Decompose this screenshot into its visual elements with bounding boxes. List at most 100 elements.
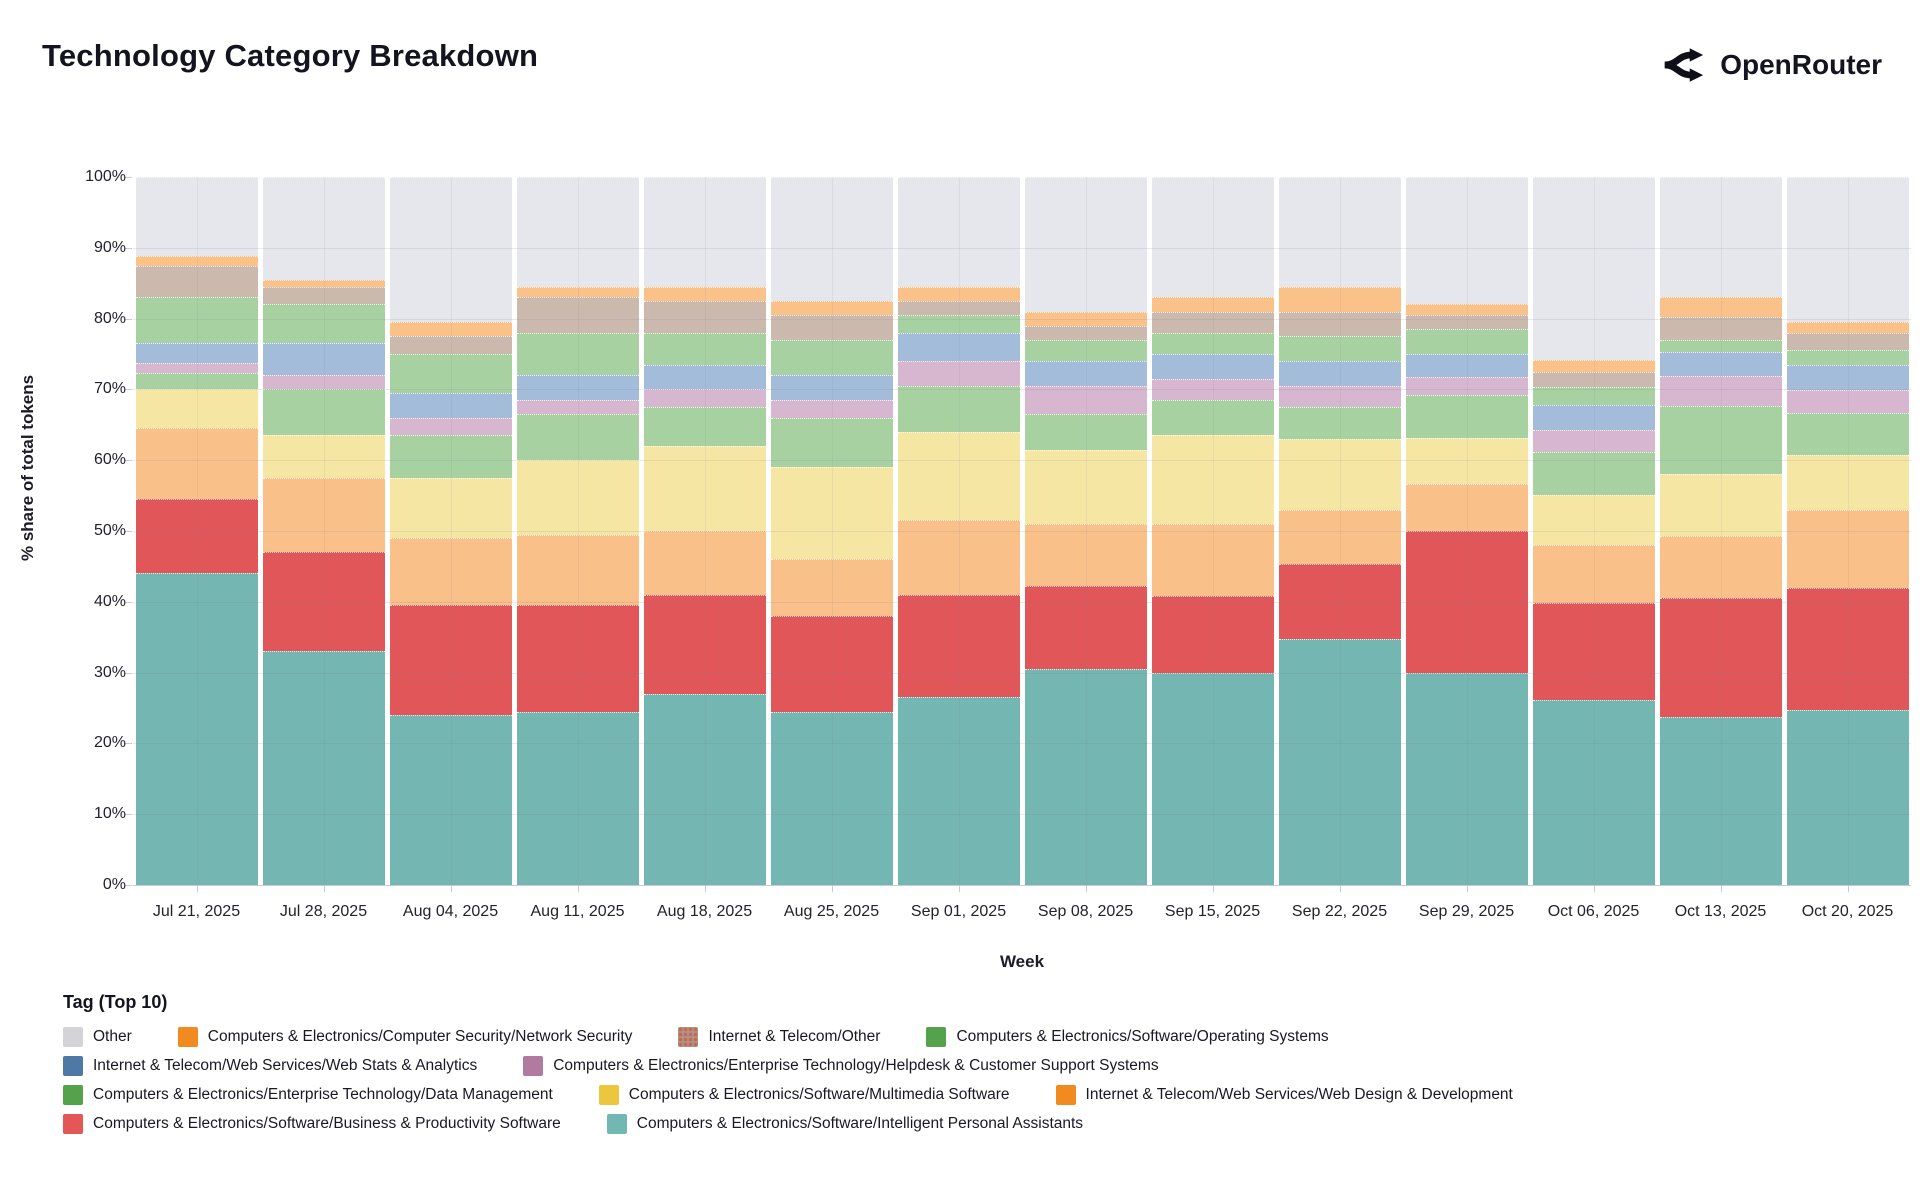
bar-jul-21-2025[interactable] [135, 177, 258, 885]
bar-segment-web_stats[interactable] [1532, 405, 1655, 430]
bar-segment-web_stats[interactable] [516, 375, 639, 401]
bar-segment-web_stats[interactable] [1151, 354, 1274, 379]
bar-segment-operating_systems[interactable] [643, 332, 766, 365]
bar-segment-data_management[interactable] [1405, 395, 1528, 438]
bar-oct-20-2025[interactable] [1786, 177, 1909, 885]
bar-segment-data_management[interactable] [1659, 405, 1782, 475]
legend-item-personal_assistants[interactable]: Computers & Electronics/Software/Intelli… [606, 1114, 1083, 1134]
bar-segment-data_management[interactable] [1278, 407, 1401, 439]
bar-segment-internet_other[interactable] [1278, 311, 1401, 337]
bar-segment-helpdesk[interactable] [1278, 385, 1401, 408]
legend-item-operating_systems[interactable]: Computers & Electronics/Software/Operati… [926, 1027, 1329, 1047]
bar-segment-personal_assistants[interactable] [389, 715, 512, 885]
bar-segment-other[interactable] [1278, 177, 1401, 287]
bar-segment-operating_systems[interactable] [1024, 339, 1147, 362]
bar-segment-multimedia[interactable] [1405, 437, 1528, 485]
bar-segment-personal_assistants[interactable] [770, 711, 893, 885]
bar-aug-11-2025[interactable] [516, 177, 639, 885]
bar-segment-network_security[interactable] [1151, 297, 1274, 312]
bar-segment-business_productivity[interactable] [1405, 531, 1528, 673]
bar-segment-data_management[interactable] [516, 414, 639, 461]
bar-segment-multimedia[interactable] [1024, 449, 1147, 524]
bar-segment-operating_systems[interactable] [1405, 329, 1528, 354]
bar-segment-operating_systems[interactable] [262, 304, 385, 344]
bar-segment-other[interactable] [135, 177, 258, 257]
bar-segment-web_stats[interactable] [1786, 364, 1909, 391]
bar-segment-other[interactable] [897, 177, 1020, 287]
legend-item-web_design[interactable]: Internet & Telecom/Web Services/Web Desi… [1055, 1085, 1513, 1105]
bar-segment-multimedia[interactable] [389, 477, 512, 539]
bar-segment-other[interactable] [516, 177, 639, 287]
legend-item-other[interactable]: Other [63, 1027, 132, 1047]
bar-segment-business_productivity[interactable] [262, 552, 385, 652]
bar-segment-business_productivity[interactable] [1151, 596, 1274, 673]
bar-segment-other[interactable] [1024, 177, 1147, 312]
bar-segment-operating_systems[interactable] [1659, 339, 1782, 352]
bar-segment-helpdesk[interactable] [516, 400, 639, 415]
bar-segment-internet_other[interactable] [1024, 325, 1147, 340]
bar-segment-network_security[interactable] [1532, 359, 1655, 373]
bar-segment-operating_systems[interactable] [770, 339, 893, 376]
bar-segment-other[interactable] [1786, 177, 1909, 323]
bar-segment-operating_systems[interactable] [897, 315, 1020, 333]
bar-segment-personal_assistants[interactable] [1024, 669, 1147, 885]
bar-segment-business_productivity[interactable] [1024, 586, 1147, 670]
bar-segment-web_stats[interactable] [1659, 351, 1782, 376]
bar-segment-web_stats[interactable] [262, 343, 385, 376]
bar-segment-multimedia[interactable] [1532, 494, 1655, 546]
bar-segment-network_security[interactable] [1405, 304, 1528, 316]
bar-segment-multimedia[interactable] [1151, 435, 1274, 524]
bar-segment-internet_other[interactable] [1532, 372, 1655, 388]
bar-segment-operating_systems[interactable] [516, 332, 639, 376]
legend-item-multimedia[interactable]: Computers & Electronics/Software/Multime… [598, 1085, 1010, 1105]
bar-segment-internet_other[interactable] [1786, 332, 1909, 351]
bar-segment-business_productivity[interactable] [1659, 598, 1782, 718]
bar-segment-multimedia[interactable] [770, 467, 893, 560]
bar-segment-web_design[interactable] [1405, 484, 1528, 531]
bar-segment-personal_assistants[interactable] [1278, 639, 1401, 885]
bar-segment-network_security[interactable] [135, 256, 258, 266]
bar-segment-web_stats[interactable] [135, 342, 258, 363]
bar-segment-helpdesk[interactable] [897, 361, 1020, 386]
legend-item-data_management[interactable]: Computers & Electronics/Enterprise Techn… [63, 1085, 553, 1105]
bar-segment-other[interactable] [770, 177, 893, 301]
bar-segment-internet_other[interactable] [389, 336, 512, 354]
bar-segment-internet_other[interactable] [1151, 311, 1274, 333]
bar-aug-25-2025[interactable] [770, 177, 893, 885]
bar-segment-multimedia[interactable] [1659, 474, 1782, 536]
bar-segment-personal_assistants[interactable] [1786, 710, 1909, 885]
bar-segment-helpdesk[interactable] [1786, 390, 1909, 413]
bar-segment-internet_other[interactable] [643, 300, 766, 333]
bar-segment-web_design[interactable] [770, 559, 893, 616]
bar-segment-web_design[interactable] [262, 477, 385, 553]
bar-segment-internet_other[interactable] [516, 297, 639, 333]
bar-segment-internet_other[interactable] [1405, 315, 1528, 330]
bar-segment-other[interactable] [643, 177, 766, 287]
bar-segment-other[interactable] [1405, 177, 1528, 305]
bar-segment-network_security[interactable] [897, 286, 1020, 301]
bar-segment-data_management[interactable] [262, 389, 385, 436]
bar-segment-web_stats[interactable] [770, 375, 893, 401]
bar-segment-web_design[interactable] [1532, 545, 1655, 604]
bar-segment-business_productivity[interactable] [1786, 587, 1909, 711]
bar-segment-network_security[interactable] [1786, 322, 1909, 333]
bar-segment-web_stats[interactable] [1024, 361, 1147, 386]
bar-segment-other[interactable] [1532, 177, 1655, 360]
bar-segment-personal_assistants[interactable] [897, 697, 1020, 885]
bar-segment-web_design[interactable] [135, 428, 258, 500]
bar-segment-network_security[interactable] [770, 300, 893, 316]
bar-segment-other[interactable] [1151, 177, 1274, 298]
bar-segment-data_management[interactable] [1786, 412, 1909, 456]
legend-item-web_stats[interactable]: Internet & Telecom/Web Services/Web Stat… [63, 1056, 477, 1076]
bar-segment-multimedia[interactable] [1786, 455, 1909, 510]
bar-segment-web_stats[interactable] [1278, 361, 1401, 386]
bar-segment-helpdesk[interactable] [262, 375, 385, 390]
bar-segment-internet_other[interactable] [135, 265, 258, 298]
legend-item-helpdesk[interactable]: Computers & Electronics/Enterprise Techn… [523, 1056, 1159, 1076]
bar-segment-network_security[interactable] [262, 279, 385, 287]
bar-segment-helpdesk[interactable] [389, 417, 512, 436]
bar-segment-data_management[interactable] [897, 385, 1020, 432]
bar-segment-internet_other[interactable] [1659, 317, 1782, 340]
bar-sep-22-2025[interactable] [1278, 177, 1401, 885]
bar-segment-web_stats[interactable] [389, 392, 512, 418]
